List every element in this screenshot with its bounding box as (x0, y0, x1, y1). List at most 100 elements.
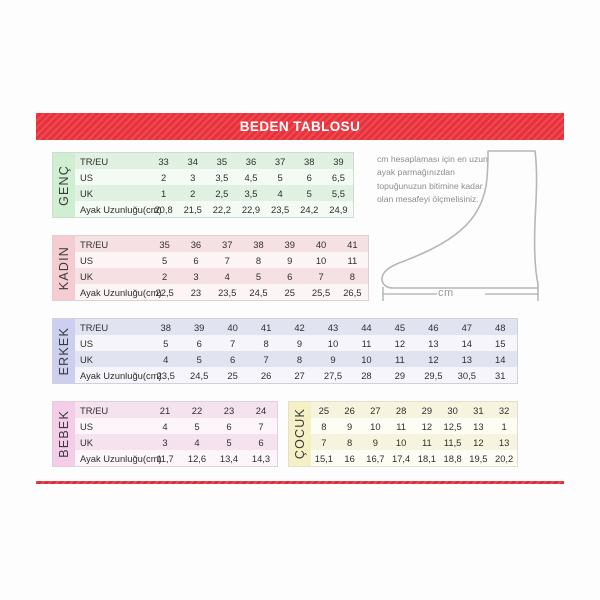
size-cell: 25 (274, 284, 306, 300)
size-table: 25 26 27 28 29 30 31 32 8 9 10 11 12 12,5 13 1 7 8 9 10 11 11… (311, 402, 517, 466)
size-cell: 46 (417, 319, 450, 335)
size-cell: 39 (274, 236, 305, 252)
category-label-kadin: KADIN (53, 236, 75, 300)
size-cell: 8 (283, 351, 316, 367)
table-row: Ayak Uzunluğu(cm) 22,5 23 23,5 24,5 25 25,5 26,… (75, 284, 368, 300)
size-cell: 16 (336, 450, 363, 466)
size-cell: 14 (450, 335, 484, 351)
size-cell: 3 (180, 268, 211, 284)
size-cell: 31 (466, 402, 492, 418)
size-cell: 23,5 (211, 284, 243, 300)
size-cell: 18,1 (414, 450, 440, 466)
size-cell: 16,7 (362, 450, 389, 466)
row-label: TR/EU (75, 153, 149, 169)
row-label: Ayak Uzunluğu(cm) (75, 450, 162, 466)
size-cell: 8 (337, 434, 363, 450)
row-label: UK (75, 268, 149, 284)
table-wrapper-cocuk: 25 26 27 28 29 30 31 32 8 9 10 11 12 12,5 13 1 7 8 9 10 11 11… (311, 402, 517, 466)
measure-arrow-icon (382, 287, 539, 301)
size-cell: 35 (207, 153, 236, 169)
size-cell: 5 (181, 418, 213, 434)
size-cell: 24 (245, 402, 277, 418)
size-cell: 8 (242, 252, 275, 268)
size-cell: 2,5 (207, 185, 236, 201)
size-cell: 20,2 (491, 450, 517, 466)
size-cell: 6 (245, 434, 277, 450)
row-label: TR/EU (75, 319, 149, 335)
size-cell: 4 (149, 351, 182, 367)
table-wrapper-genc: TR/EU 33 34 35 36 37 38 39 US 2 3 3,5 4,5 5 6 6,5 UK 1 2 2,… (75, 153, 353, 217)
page-title: BEDEN TABLOSU (239, 119, 361, 134)
size-cell: 11 (383, 351, 416, 367)
size-table-kadin: KADIN TR/EU 35 36 37 38 39 40 41 US 5 6 7 8 9 10 11 UK 2 3 4… (52, 235, 369, 301)
size-cell: 5 (243, 268, 274, 284)
size-cell: 11 (349, 335, 384, 351)
size-cell: 48 (484, 319, 517, 335)
size-cell: 36 (180, 236, 211, 252)
measurement-instructions: cm hesaplaması için en uzun ayak parmağı… (377, 154, 488, 205)
category-label-text: KADIN (57, 245, 71, 291)
size-cell: 12 (466, 434, 492, 450)
size-table-bebek: BEBEK TR/EU 21 22 23 24 US 4 5 6 7 UK 3 4 5 6 Ayak Uzunl… (52, 401, 278, 467)
table-row: UK 3 4 5 6 (75, 434, 277, 450)
size-cell: 9 (274, 252, 306, 268)
size-cell: 11,5 (440, 434, 466, 450)
size-cell: 6 (294, 169, 324, 185)
size-cell: 28 (388, 402, 414, 418)
size-cell: 23 (180, 284, 212, 300)
table-row: TR/EU 38 39 40 41 42 43 44 45 46 47 48 (75, 319, 517, 335)
category-label-erkek: ERKEK (53, 319, 75, 383)
size-cell: 14,3 (245, 450, 277, 466)
size-cell: 15 (483, 335, 517, 351)
size-cell: 11,7 (149, 450, 181, 466)
table-row: US 5 6 7 8 9 10 11 12 13 14 15 (75, 335, 517, 351)
category-label-text: ERKEK (57, 326, 71, 376)
size-cell: 17,4 (388, 450, 414, 466)
row-label: UK (75, 434, 149, 450)
table-row: US 5 6 7 8 9 10 11 (75, 252, 368, 268)
size-cell: 43 (316, 319, 349, 335)
size-cell: 29,5 (416, 367, 451, 383)
size-cell: 31 (483, 367, 517, 383)
size-cell: 12,5 (439, 418, 466, 434)
row-label: UK (75, 185, 149, 201)
size-cell: 24,5 (182, 367, 216, 383)
size-cell: 38 (295, 153, 324, 169)
category-label-text: ÇOCUK (293, 408, 307, 460)
size-cell: 30,5 (450, 367, 484, 383)
size-cell: 14 (484, 351, 517, 367)
size-cell: 6 (216, 351, 249, 367)
size-cell: 37 (266, 153, 295, 169)
size-cell: 19,5 (465, 450, 492, 466)
size-cell: 40 (216, 319, 249, 335)
size-cell: 24,9 (323, 201, 353, 217)
size-cell: 3,5 (236, 185, 265, 201)
size-cell: 3,5 (207, 169, 237, 185)
size-cell: 24,2 (294, 201, 324, 217)
cm-measure-label: cm (438, 287, 454, 299)
size-cell: 23,5 (149, 367, 183, 383)
size-table: TR/EU 33 34 35 36 37 38 39 US 2 3 3,5 4,5 5 6 6,5 UK 1 2 2,… (75, 153, 353, 217)
size-cell: 5 (295, 185, 324, 201)
size-cell: 6 (182, 335, 216, 351)
row-label: Ayak Uzunluğu(cm) (75, 284, 162, 300)
size-cell: 2 (178, 185, 207, 201)
size-cell: 5 (182, 351, 215, 367)
size-cell: 32 (491, 402, 517, 418)
size-cell: 10 (316, 335, 350, 351)
category-label-bebek: BEBEK (53, 402, 75, 466)
size-cell: 27 (282, 367, 317, 383)
size-cell: 22 (181, 402, 213, 418)
table-row: US 4 5 6 7 (75, 418, 277, 434)
size-cell: 11 (388, 418, 414, 434)
size-table-cocuk: ÇOCUK 25 26 27 28 29 30 31 32 8 9 10 11 12 12,5 13 1 7 8 9 1… (288, 401, 518, 467)
size-cell: 25,5 (305, 284, 337, 300)
row-label: Ayak Uzunluğu(cm) (75, 201, 162, 217)
size-cell: 28 (349, 367, 384, 383)
table-row: TR/EU 35 36 37 38 39 40 41 (75, 236, 368, 252)
size-cell: 22,9 (236, 201, 266, 217)
size-cell: 6,5 (323, 169, 353, 185)
size-cell: 29 (383, 367, 417, 383)
size-cell: 20,8 (149, 201, 179, 217)
